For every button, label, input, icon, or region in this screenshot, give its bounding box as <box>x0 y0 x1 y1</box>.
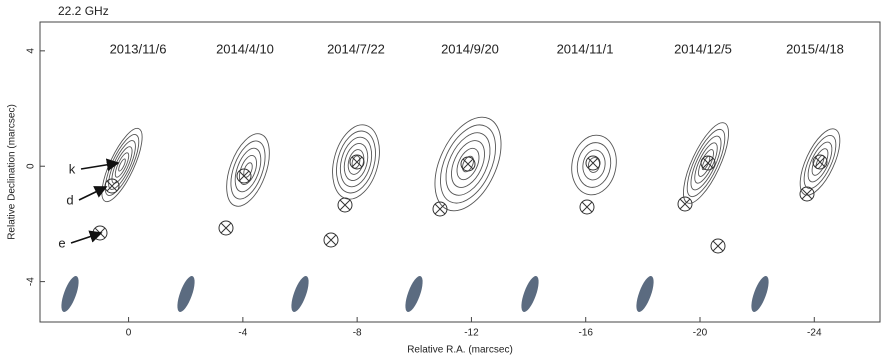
component-label: e <box>58 235 65 250</box>
beam <box>174 274 198 314</box>
component-cross <box>582 202 592 212</box>
beam <box>518 274 542 314</box>
y-tick-label: -4 <box>26 277 37 286</box>
y-tick-label: 0 <box>26 163 37 169</box>
beam <box>402 274 426 314</box>
contour <box>346 148 367 176</box>
contour <box>574 140 614 190</box>
x-tick-label: -4 <box>238 328 247 339</box>
contour <box>567 132 621 199</box>
contour <box>675 117 738 209</box>
x-tick-label: -20 <box>693 328 708 339</box>
contour <box>330 127 382 198</box>
contour <box>701 155 711 170</box>
epoch-label: 2014/7/22 <box>327 41 385 56</box>
component-cross <box>588 158 598 168</box>
x-tick-label: -24 <box>807 328 822 339</box>
epoch-label: 2013/11/6 <box>110 41 167 56</box>
annotation-arrow <box>71 233 101 243</box>
chart: 22.2 GHz Relative R.A. (marcsec) Relativ… <box>0 0 893 359</box>
epoch-label: 2014/12/5 <box>674 41 732 56</box>
epoch-label: 2014/11/1 <box>557 41 614 56</box>
component-cross <box>221 223 231 233</box>
contour <box>335 134 376 191</box>
component-cross <box>326 235 336 245</box>
beam <box>633 274 657 314</box>
component-cross <box>340 200 350 210</box>
component-cross <box>435 204 445 214</box>
x-tick-label: 0 <box>126 328 132 339</box>
x-tick-label: -8 <box>353 328 362 339</box>
beam <box>288 274 312 314</box>
epoch-label: 2014/4/10 <box>216 41 274 56</box>
epoch-label: 2015/4/18 <box>786 41 844 56</box>
chart-title: 22.2 GHz <box>58 4 109 18</box>
component-label: d <box>66 192 73 207</box>
contour <box>690 140 721 186</box>
component-cross <box>713 241 723 251</box>
beam <box>58 274 82 314</box>
y-tick-label: 4 <box>26 48 37 54</box>
component-label: k <box>69 161 76 176</box>
contour <box>685 132 727 193</box>
plot-frame <box>40 22 880 322</box>
contour <box>340 141 371 183</box>
contour <box>581 148 608 181</box>
component-cross <box>352 157 362 167</box>
y-axis-label: Relative Declination (marcsec) <box>7 104 18 240</box>
epoch-label: 2014/9/20 <box>441 41 499 56</box>
x-axis-label: Relative R.A. (marcsec) <box>407 345 513 356</box>
component-cross <box>463 159 473 169</box>
contour <box>117 158 126 172</box>
beam <box>748 274 772 314</box>
x-tick-label: -16 <box>578 328 593 339</box>
x-tick-label: -12 <box>464 328 479 339</box>
